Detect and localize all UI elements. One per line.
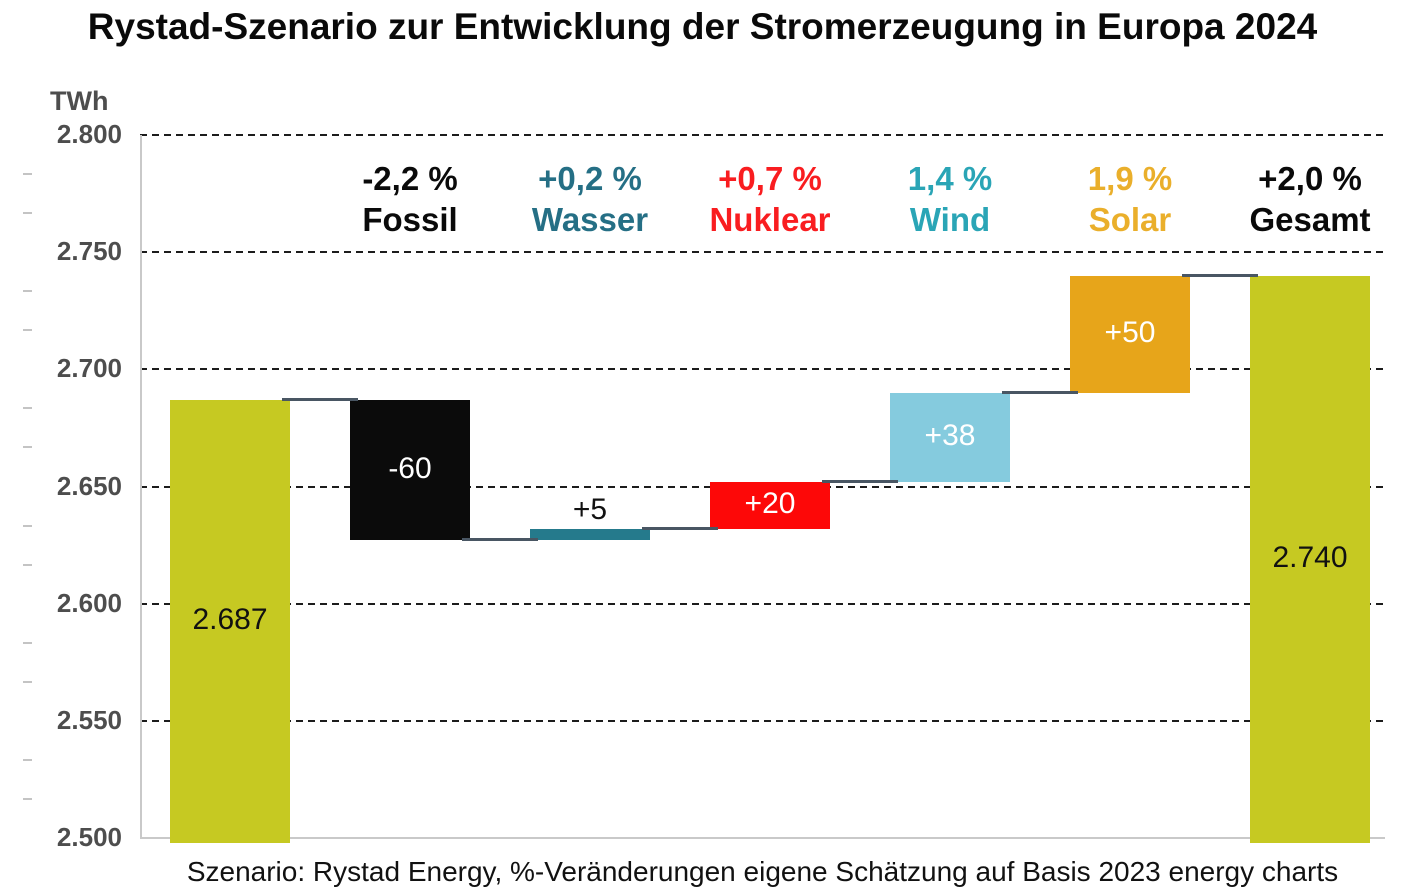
y-axis-unit-label: TWh bbox=[50, 86, 109, 116]
bar-gesamt bbox=[1250, 275, 1370, 843]
category-label-wind: 1,4 % Wind bbox=[907, 160, 993, 238]
y-minor-tick bbox=[23, 290, 32, 293]
y-tick-label-2700: 2.700 bbox=[56, 353, 122, 384]
category-label-nuklear: +0,7 % Nuklear bbox=[709, 160, 831, 238]
y-tick-label-2600: 2.600 bbox=[56, 587, 122, 618]
bar-fossil bbox=[350, 399, 470, 541]
bar-value-nuklear: +20 bbox=[744, 487, 796, 521]
bar-nuklear bbox=[710, 481, 830, 529]
connector-nuklear-wind bbox=[822, 479, 898, 483]
connector-fossil-wasser bbox=[462, 538, 538, 542]
y-minor-tick bbox=[23, 173, 32, 176]
bar-start bbox=[170, 399, 290, 843]
y-tick-label-2800: 2.800 bbox=[56, 119, 122, 149]
y-minor-tick bbox=[23, 524, 32, 527]
chart-title: Rystad-Szenario zur Entwicklung der Stro… bbox=[87, 6, 1318, 47]
y-axis-line bbox=[140, 135, 142, 838]
connector-solar-gesamt bbox=[1182, 273, 1258, 277]
connector-wind-solar bbox=[1002, 390, 1078, 394]
bar-solar bbox=[1070, 275, 1190, 393]
y-tick-label-2500: 2.500 bbox=[56, 822, 122, 852]
x-axis-baseline bbox=[140, 837, 1385, 839]
y-minor-tick bbox=[23, 446, 32, 449]
category-label-solar: 1,9 % Solar bbox=[1087, 160, 1173, 238]
bar-value-fossil: -60 bbox=[388, 452, 432, 486]
bar-value-start: 2.687 bbox=[192, 603, 268, 637]
bar-wind bbox=[890, 392, 1010, 482]
bar-value-solar: +50 bbox=[1104, 316, 1156, 350]
y-minor-tick bbox=[23, 797, 32, 800]
y-minor-tick bbox=[23, 680, 32, 683]
gridline-2750 bbox=[140, 251, 1385, 254]
gridline-2700 bbox=[140, 368, 1385, 371]
y-minor-tick bbox=[23, 407, 32, 410]
bar-wasser bbox=[530, 528, 650, 541]
bar-value-wind: +38 bbox=[924, 419, 976, 453]
bar-value-wasser: +5 bbox=[572, 492, 608, 526]
y-tick-label-2650: 2.650 bbox=[56, 470, 122, 501]
connector-wasser-nuklear bbox=[642, 526, 718, 530]
y-tick-label-2550: 2.550 bbox=[56, 704, 122, 735]
bar-value-gesamt: 2.740 bbox=[1272, 541, 1348, 575]
connector-start-fossil bbox=[282, 397, 358, 401]
y-minor-tick bbox=[23, 641, 32, 644]
source-footer: Szenario: Rystad Energy, %-Veränderungen… bbox=[186, 856, 1339, 887]
gridline-2800 bbox=[140, 134, 1385, 136]
y-minor-tick bbox=[23, 563, 32, 566]
y-minor-tick bbox=[23, 329, 32, 332]
y-minor-tick bbox=[23, 758, 32, 761]
y-minor-tick bbox=[23, 212, 32, 215]
y-tick-label-2750: 2.750 bbox=[56, 236, 122, 267]
gridline-2600 bbox=[140, 602, 1385, 605]
category-label-wasser: +0,2 % Wasser bbox=[531, 160, 649, 238]
gridline-2550 bbox=[140, 719, 1385, 722]
category-label-gesamt: +2,0 % Gesamt bbox=[1249, 160, 1371, 238]
category-label-fossil: -2,2 % Fossil bbox=[362, 160, 458, 238]
